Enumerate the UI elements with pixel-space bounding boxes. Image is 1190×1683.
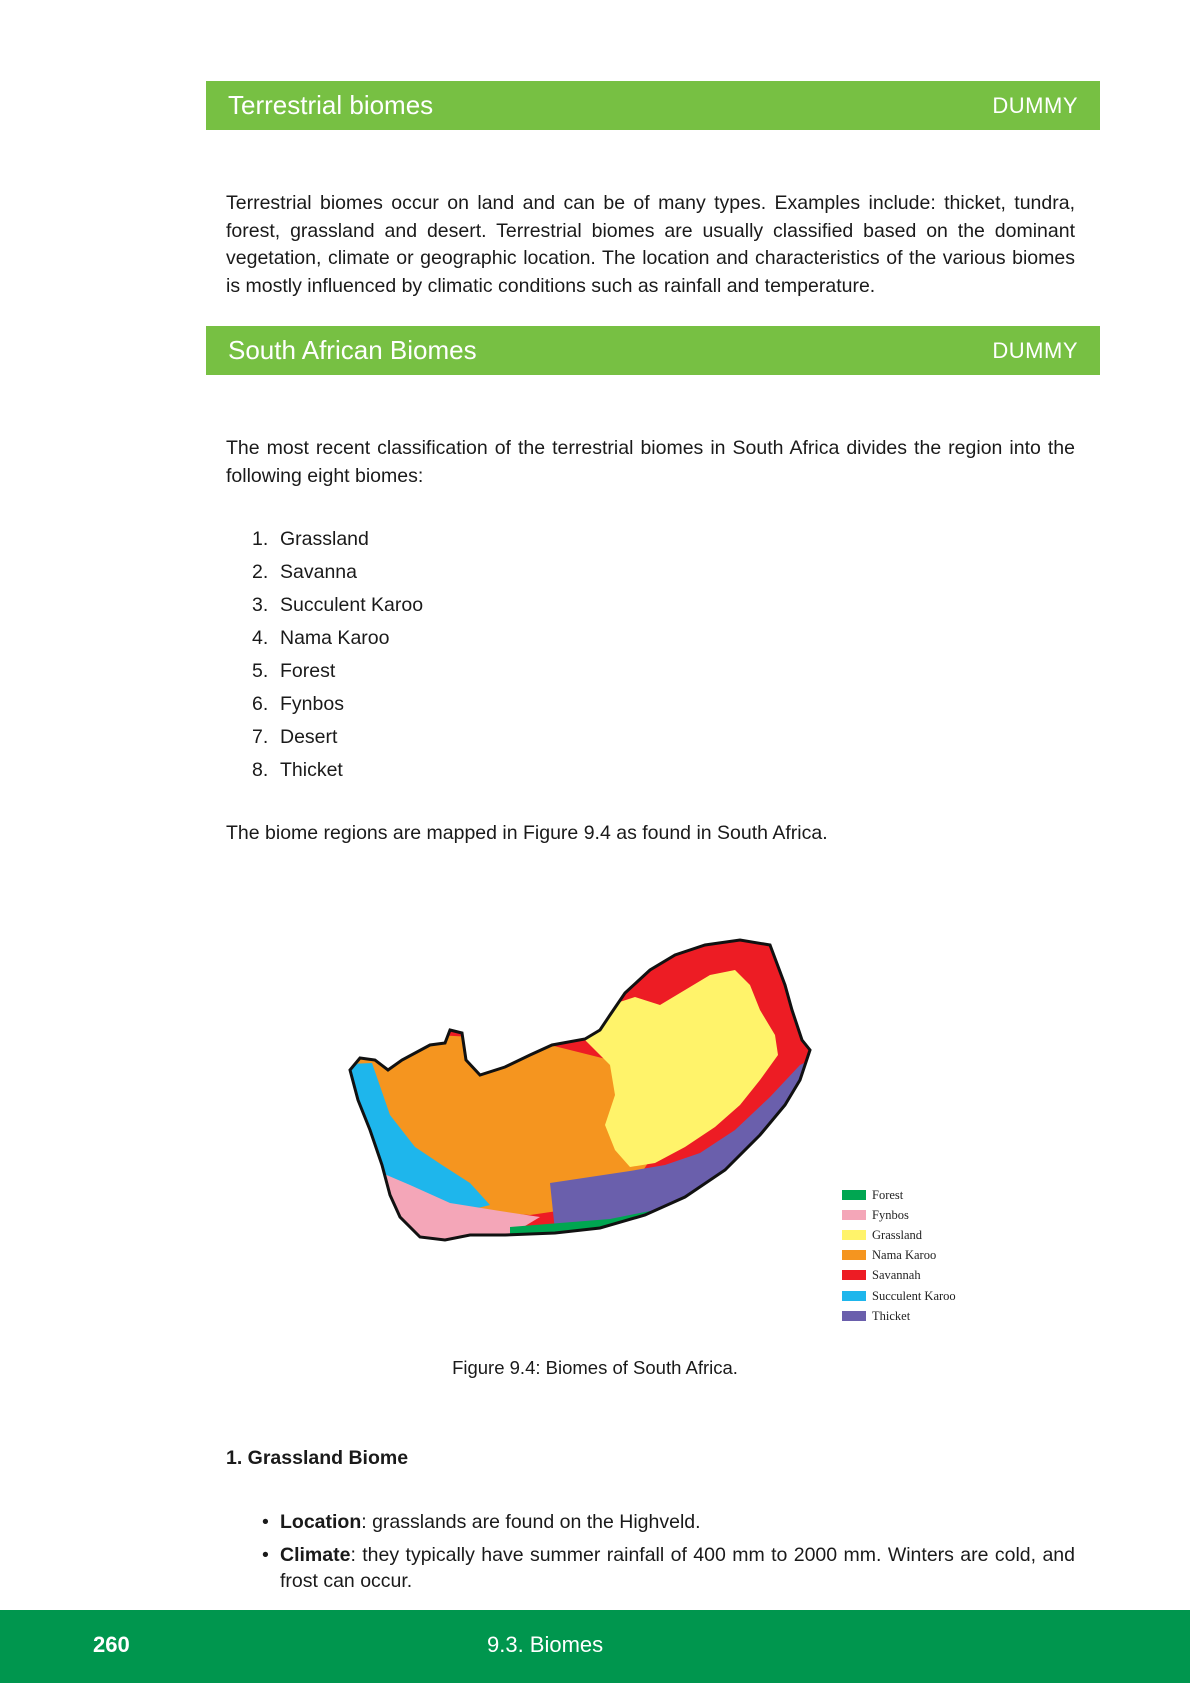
page-footer: 260 9.3. Biomes <box>0 1610 1190 1683</box>
figure-caption: Figure 9.4: Biomes of South Africa. <box>452 1357 738 1378</box>
section-title: South African Biomes <box>228 335 477 365</box>
legend-item-forest: Forest <box>842 1188 904 1202</box>
list-item: 1. Grassland <box>252 528 369 550</box>
list-item: 6. Fynbos <box>252 693 344 715</box>
legend-label: Forest <box>872 1188 904 1202</box>
section-title: Terrestrial biomes <box>228 90 434 120</box>
list-item: 2. Savanna <box>252 561 357 583</box>
grassland-region <box>585 970 778 1167</box>
mapped-paragraph: The biome regions are mapped in Figure 9… <box>226 822 828 844</box>
legend-label: Nama Karoo <box>872 1248 936 1262</box>
terrestrial-paragraph: Terrestrial biomes occur on land and can… <box>226 192 1075 297</box>
legend-label: Fynbos <box>872 1208 909 1222</box>
chapter-title: 9.3. Biomes <box>487 1632 604 1657</box>
biome-map-figure: Forest Fynbos Grassland Nama Karoo Savan… <box>348 938 956 1323</box>
grassland-biome-heading: 1. Grassland Biome <box>226 1447 409 1469</box>
list-item: 5. Forest <box>252 660 336 682</box>
thicket-region <box>550 1055 810 1231</box>
map-regions <box>350 940 810 1240</box>
legend-label: Thicket <box>872 1309 911 1323</box>
legend-item-savannah: Savannah <box>842 1268 921 1282</box>
section-tag: DUMMY <box>992 92 1078 118</box>
legend-item-succulent-karoo: Succulent Karoo <box>842 1289 956 1303</box>
map-legend: Forest Fynbos Grassland Nama Karoo Savan… <box>842 1188 956 1323</box>
section-header-terrestrial-biomes: Terrestrial biomes DUMMY <box>206 81 1100 130</box>
list-item: 8. Thicket <box>252 759 343 781</box>
section-tag: DUMMY <box>992 337 1078 363</box>
legend-item-thicket: Thicket <box>842 1309 911 1323</box>
list-item: 4. Nama Karoo <box>252 627 390 649</box>
legend-item-fynbos: Fynbos <box>842 1208 909 1222</box>
legend-label: Grassland <box>872 1228 923 1242</box>
section-header-south-african-biomes: South African Biomes DUMMY <box>206 326 1100 375</box>
legend-label: Savannah <box>872 1268 921 1282</box>
biome-list: 1. Grassland 2. Savanna 3. Succulent Karoo … <box>252 526 423 790</box>
legend-item-nama-karoo: Nama Karoo <box>842 1248 936 1262</box>
list-item: Climate: they typically have summer rain… <box>262 1542 1075 1594</box>
country-outline <box>348 938 812 1242</box>
legend-item-grassland: Grassland <box>842 1228 923 1242</box>
classification-paragraph: The most recent classification of the te… <box>226 437 1075 487</box>
list-item: 3. Succulent Karoo <box>252 594 424 616</box>
page-number: 260 <box>93 1632 130 1657</box>
fynbos-region <box>370 1170 540 1240</box>
list-item: Location: grasslands are found on the Hi… <box>262 1509 1075 1535</box>
grassland-bullets: Location: grasslands are found on the Hi… <box>262 1509 1075 1601</box>
list-item: 7. Desert <box>252 726 338 748</box>
legend-label: Succulent Karoo <box>872 1289 956 1303</box>
